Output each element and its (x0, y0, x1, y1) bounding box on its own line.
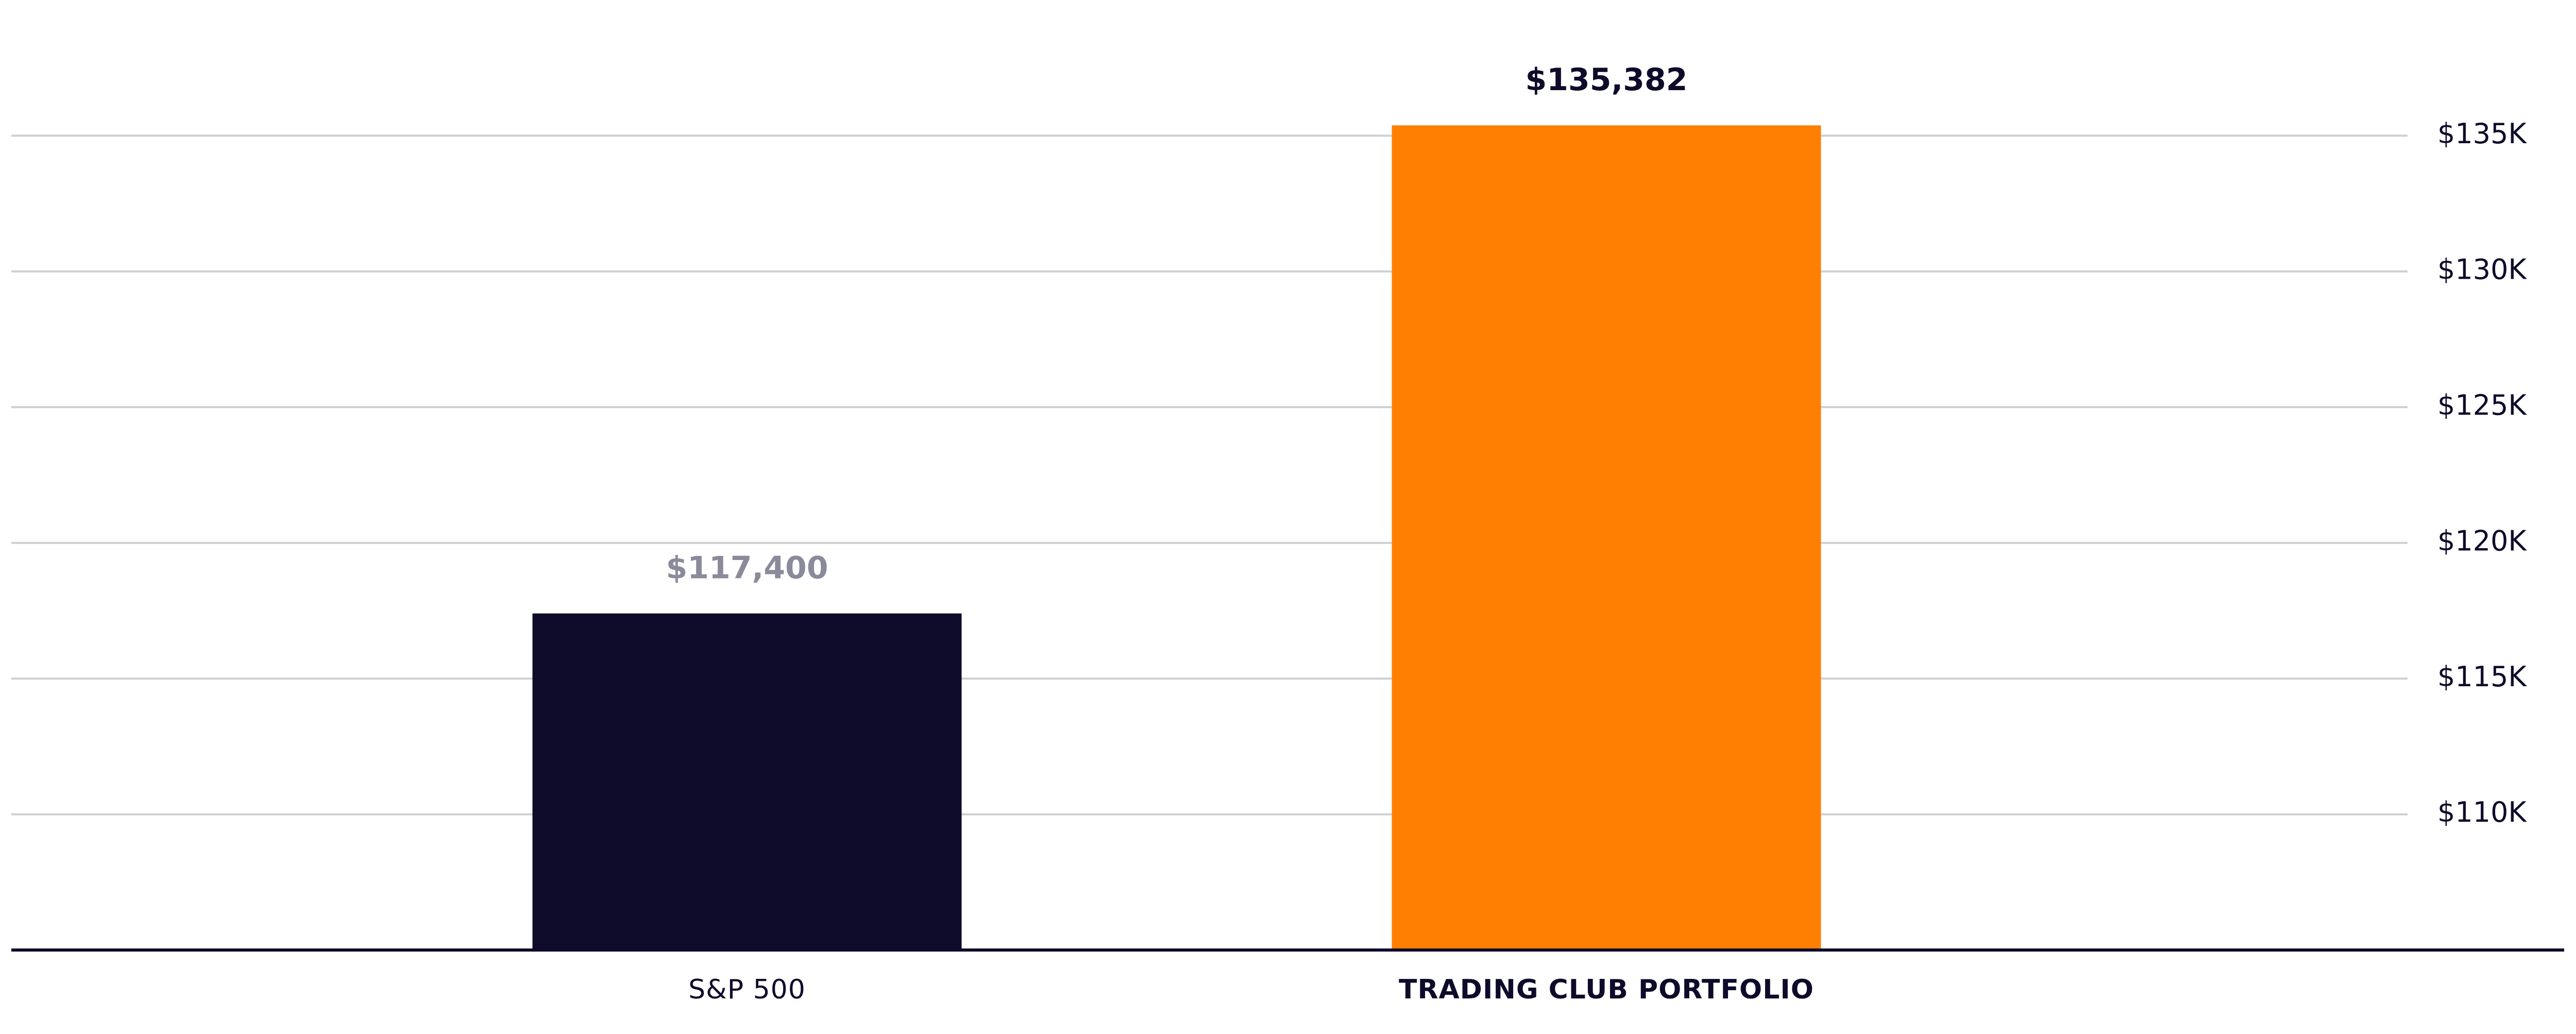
y-tick-label: $120K (2437, 524, 2527, 557)
y-tick-label: $115K (2437, 660, 2527, 693)
x-tick-label: S&P 500 (688, 974, 806, 1005)
bar (1392, 125, 1821, 951)
value-label: $135,382 (1525, 62, 1687, 98)
x-tick-label: TRADING CLUB PORTFOLIO (1399, 974, 1814, 1005)
y-tick-label: $125K (2437, 389, 2527, 421)
y-tick-label: $135K (2437, 117, 2527, 150)
value-label: $117,400 (666, 550, 828, 586)
y-tick-label: $110K (2437, 796, 2527, 828)
y-tick-label: $130K (2437, 253, 2527, 285)
bar (532, 613, 962, 950)
